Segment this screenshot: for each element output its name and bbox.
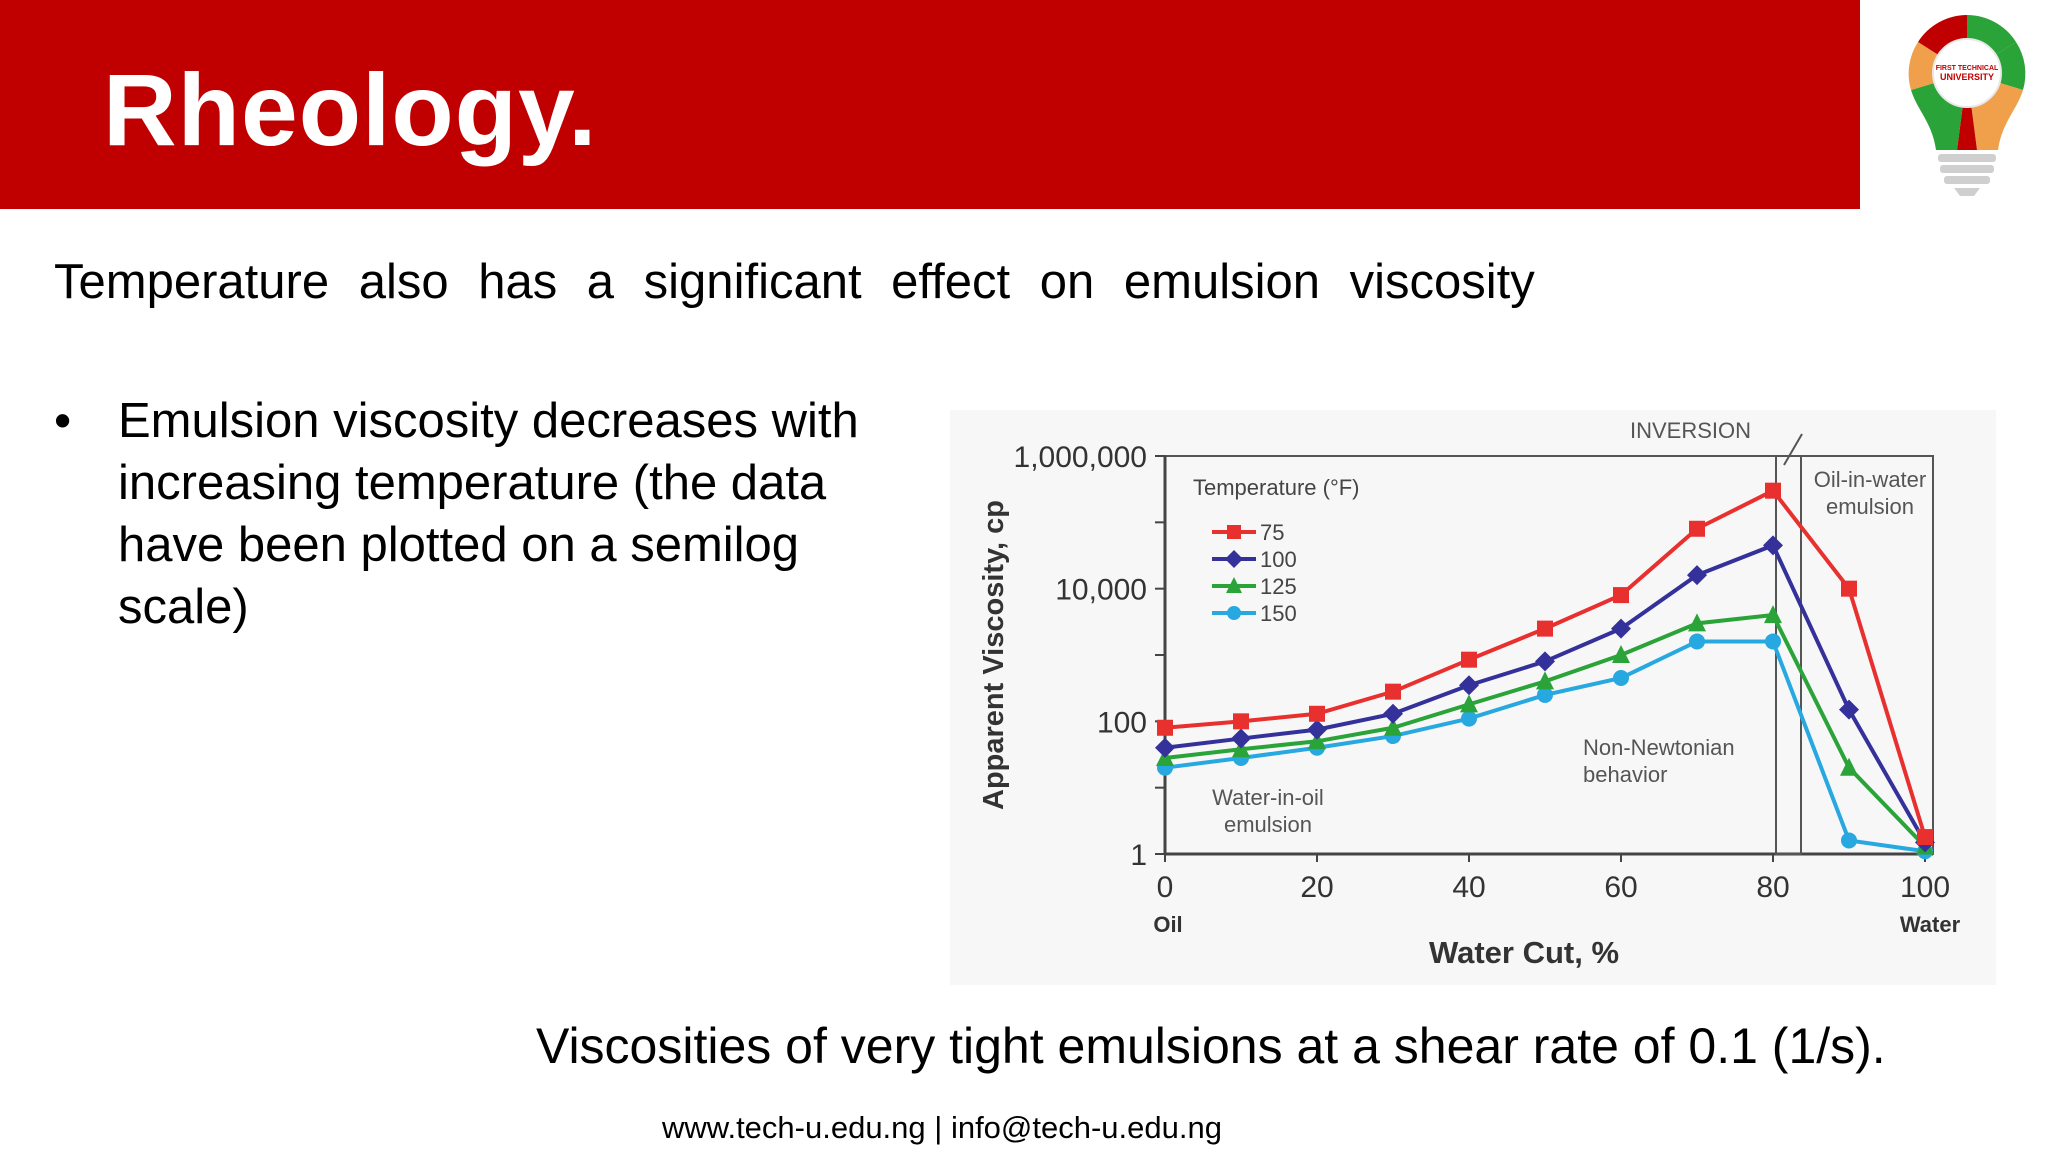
logo-text-1: FIRST TECHNICAL [1936, 65, 1999, 72]
x-tick-sublabel: Oil [1153, 912, 1182, 937]
data-point [1536, 671, 1554, 690]
y-axis-title: Apparent Viscosity, cp [978, 500, 1010, 810]
data-point [1613, 670, 1629, 687]
water-in-oil-label-2: emulsion [1224, 812, 1312, 837]
data-point [1917, 829, 1933, 846]
data-point [1461, 710, 1477, 727]
x-tick-group: 0 Oil 20 40 60 80 100 Water [1153, 854, 1961, 937]
chart-container: Apparent Viscosity, cp Water Cut, % 1 100… [950, 410, 1996, 985]
data-point [1233, 713, 1249, 730]
data-point [1689, 520, 1705, 537]
water-in-oil-label-1: Water-in-oil [1212, 785, 1324, 810]
x-tick-label: 0 [1157, 871, 1174, 904]
data-point [1157, 719, 1173, 736]
series-75 [1157, 482, 1933, 846]
data-point [1765, 482, 1781, 499]
data-point [1459, 675, 1479, 696]
university-logo: FIRST TECHNICAL UNIVERSITY [1908, 15, 2026, 196]
data-point [1308, 731, 1326, 750]
x-tick-label: 20 [1300, 871, 1333, 904]
x-tick-sublabel: Water [1900, 912, 1961, 937]
chart-caption: Viscosities of very tight emulsions at a… [536, 1018, 1886, 1074]
legend-marker [1227, 606, 1241, 620]
website-link[interactable]: www.tech-u.edu.ng [662, 1110, 926, 1145]
data-point [1611, 618, 1631, 639]
x-tick-label: 100 [1900, 871, 1950, 904]
footer-separator: | [925, 1110, 951, 1145]
data-point [1841, 832, 1857, 849]
inversion-label: INVERSION [1630, 418, 1751, 443]
data-point [1385, 683, 1401, 700]
data-point [1535, 651, 1555, 672]
x-axis-title: Water Cut, % [1429, 935, 1619, 970]
bullet-dot: • [54, 394, 72, 448]
data-point [1764, 605, 1782, 624]
logo-text-2: UNIVERSITY [1940, 72, 1994, 82]
viscosity-chart: Apparent Viscosity, cp Water Cut, % 1 100… [978, 418, 1961, 970]
data-point [1460, 694, 1478, 713]
y-tick-label: 1,000,000 [1014, 441, 1147, 474]
inversion-pointer [1783, 433, 1803, 466]
data-point [1688, 613, 1706, 632]
header-bar: Rheology. [0, 0, 1860, 209]
data-point [1687, 565, 1707, 586]
non-newtonian-label-1: Non-Newtonian [1583, 735, 1735, 760]
data-point [1307, 719, 1327, 740]
data-point [1612, 645, 1630, 663]
data-point [1613, 587, 1629, 604]
slide-title: Rheology. [103, 53, 598, 167]
x-tick-label: 60 [1604, 871, 1637, 904]
bullet-list: • Emulsion viscosity decreases with incr… [54, 390, 894, 638]
legend-marker [1227, 525, 1241, 539]
data-point [1537, 620, 1553, 637]
email-link[interactable]: info@tech-u.edu.ng [950, 1110, 1222, 1145]
data-point [1537, 686, 1553, 703]
data-point [1765, 633, 1781, 650]
legend-marker [1225, 550, 1243, 568]
data-point [1384, 717, 1402, 736]
x-tick-label: 40 [1452, 871, 1485, 904]
data-point [1155, 737, 1175, 758]
bullet-item: • Emulsion viscosity decreases with incr… [54, 390, 894, 638]
series-layer [1155, 482, 1935, 860]
legend-label: 150 [1260, 601, 1297, 626]
legend-label: 75 [1260, 520, 1284, 545]
oil-in-water-label-2: emulsion [1826, 494, 1914, 519]
data-point [1309, 705, 1325, 722]
y-tick-label: 100 [1097, 706, 1147, 739]
non-newtonian-label-2: behavior [1583, 762, 1667, 787]
legend-title: Temperature (°F) [1193, 475, 1360, 500]
data-point [1763, 535, 1783, 556]
subtitle: Temperature also has a significant effec… [54, 255, 1535, 309]
data-point [1839, 699, 1859, 720]
footer: www.tech-u.edu.ng | info@tech-u.edu.ng [662, 1110, 1222, 1146]
data-point [1461, 651, 1477, 668]
oil-in-water-label-1: Oil-in-water [1814, 467, 1926, 492]
data-point [1840, 757, 1858, 776]
legend-marker [1226, 577, 1242, 593]
y-tick-group: 1 100 10,000 1,000,000 [1014, 441, 1165, 872]
x-tick-label: 80 [1756, 871, 1789, 904]
y-tick-label: 1 [1130, 839, 1147, 872]
data-point [1383, 703, 1403, 724]
data-point [1841, 580, 1857, 597]
data-point [1231, 728, 1251, 749]
data-point [1689, 633, 1705, 650]
y-tick-label: 10,000 [1055, 574, 1147, 607]
legend-label: 125 [1260, 574, 1297, 599]
bullet-text: Emulsion viscosity decreases with increa… [118, 394, 859, 634]
legend-label: 100 [1260, 547, 1297, 572]
